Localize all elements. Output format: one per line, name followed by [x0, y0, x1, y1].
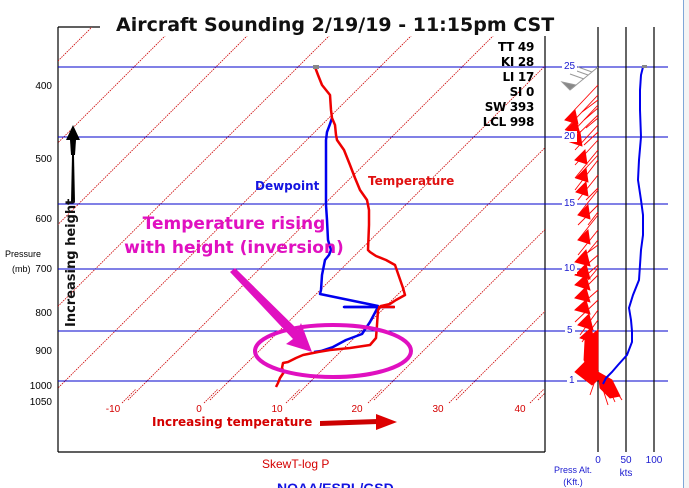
dewpoint-trace	[313, 117, 380, 354]
wind-profile-top-marker	[642, 65, 647, 68]
increasing-height-arrow	[66, 125, 80, 202]
increasing-temperature-arrow	[320, 414, 397, 430]
index-si: SI 0	[509, 85, 535, 99]
pressure-tick-700: 700	[35, 264, 52, 275]
alt-tick-20: 20	[562, 131, 578, 142]
inversion-highlight-ellipse	[253, 323, 413, 379]
temp-tick-20: 20	[351, 404, 363, 415]
speed-tick-50: 50	[620, 455, 632, 466]
index-tt: TT 49	[497, 40, 534, 54]
dewpoint-label: Dewpoint	[255, 179, 320, 193]
pressure-tick-1000: 1000	[29, 381, 52, 392]
increasing-temperature-label: Increasing temperature	[152, 415, 313, 429]
speed-tick-0: 0	[595, 455, 601, 466]
isotherm-tick-stubs	[121, 388, 545, 404]
alt-axis-caption-line2: (Kft.)	[563, 477, 583, 487]
alt-tick-25: 25	[562, 61, 578, 72]
temp-tick-10: 10	[271, 404, 283, 415]
alt-axis-caption-line1: Press Alt.	[553, 465, 592, 475]
inversion-label-line1: Temperature rising	[142, 214, 326, 234]
pressure-tick-500: 500	[35, 154, 52, 165]
adjacent-window-edge	[683, 0, 689, 488]
inversion-pointer-arrow	[230, 268, 312, 352]
pressure-tick-900: 900	[35, 346, 52, 357]
chart-title: Aircraft Sounding 2/19/19 - 11:15pm CST	[112, 14, 559, 36]
source-label-partial: NOAA/ESRL/GSD	[277, 482, 394, 488]
chart-type-label: SkewT-log P	[262, 457, 330, 471]
wind-barbs	[560, 66, 623, 406]
temperature-label: Temperature	[368, 174, 455, 188]
index-li: LI 17	[502, 70, 535, 84]
temp-tick-40: 40	[514, 404, 526, 415]
pressure-tick-1050: 1050	[29, 397, 52, 408]
alt-tick-5: 5	[565, 325, 575, 336]
temp-tick-minus10: -10	[105, 404, 121, 415]
temp-tick-0: 0	[196, 404, 202, 415]
pressure-tick-400: 400	[35, 81, 52, 92]
alt-tick-10: 10	[562, 263, 578, 274]
increasing-height-label: Increasing height	[64, 198, 79, 327]
sounding-top-marker	[313, 65, 319, 69]
alt-tick-15: 15	[562, 198, 578, 209]
index-lcl: LCL 998	[482, 115, 535, 129]
speed-tick-100: 100	[645, 455, 663, 466]
alt-tick-1: 1	[567, 375, 577, 386]
temperature-trace	[274, 66, 407, 388]
pressure-axis-title: Pressure	[5, 249, 42, 259]
temp-tick-30: 30	[432, 404, 444, 415]
pressure-tick-800: 800	[35, 308, 52, 319]
pressure-axis-unit: (mb)	[12, 264, 31, 274]
index-sw: SW 393	[484, 100, 535, 114]
inversion-label-line2: with height (inversion)	[124, 238, 344, 258]
pressure-tick-600: 600	[35, 214, 52, 225]
wind-panel-gridlines	[597, 27, 655, 452]
index-ki: KI 28	[500, 55, 534, 69]
wind-speed-profile	[602, 66, 644, 385]
speed-unit: kts	[619, 468, 633, 479]
